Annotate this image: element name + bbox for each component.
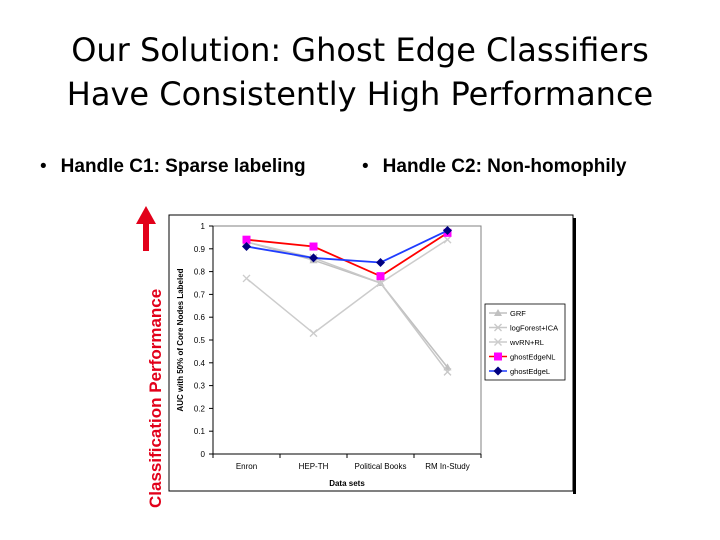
legend-entry: ghostEdgeL bbox=[510, 367, 550, 376]
x-tick-label: Political Books bbox=[354, 462, 406, 471]
y-axis-title: AUC with 50% of Core Nodes Labeled bbox=[176, 268, 185, 411]
slide-title-line-2: Have Consistently High Performance bbox=[66, 75, 654, 113]
legend-marker bbox=[493, 366, 503, 376]
bullet-item-c2: • Handle C2: Non-homophily bbox=[362, 156, 626, 178]
data-point-wvrn-rl bbox=[376, 279, 385, 287]
data-point-ghostedgenl bbox=[376, 272, 385, 281]
data-point-ghostedgenl bbox=[309, 242, 318, 251]
data-point-ghostedgel bbox=[309, 253, 318, 263]
bullet-item-c1: • Handle C1: Sparse labeling bbox=[40, 156, 306, 178]
bullet-text: Handle C2: Non-homophily bbox=[382, 156, 627, 177]
x-axis-title: Data sets bbox=[329, 479, 365, 488]
bullet-dot-icon: • bbox=[362, 156, 369, 177]
legend-entry: GRF bbox=[510, 309, 526, 318]
y-tick-label: 0.2 bbox=[194, 404, 206, 413]
y-tick-label: 0.8 bbox=[194, 268, 206, 277]
data-point-ghostedgel bbox=[376, 257, 385, 267]
legend-entry: wvRN+RL bbox=[509, 338, 544, 347]
legend-marker bbox=[494, 323, 502, 332]
series-line-ghostedgel bbox=[246, 229, 448, 264]
x-tick-label: HEP-TH bbox=[299, 462, 329, 471]
data-point-ghostedgenl bbox=[242, 235, 251, 244]
series-line-ghostedgenl bbox=[246, 232, 448, 278]
classification-performance-label: Classification Performance bbox=[146, 288, 165, 508]
y-tick-label: 0.4 bbox=[194, 359, 206, 368]
series-line-wvrn-rl bbox=[246, 239, 448, 335]
data-point-wvrn-rl bbox=[443, 235, 452, 244]
legend-entry: logForest+ICA bbox=[510, 324, 558, 333]
slide-title: Our Solution: Ghost Edge Classifiers Hav… bbox=[0, 28, 720, 116]
data-point-logforest-ica bbox=[443, 367, 452, 376]
bullet-text: Handle C1: Sparse labeling bbox=[60, 156, 306, 177]
chart-shadow bbox=[573, 218, 576, 494]
auc-line-chart: 0 0.1 0.2 0.3 0.4 0.5 0.6 0.7 0.8 0.9 1 Enron HEP-TH… bbox=[168, 214, 576, 494]
data-point-ghostedgel bbox=[443, 226, 452, 236]
data-point-ghostedgel bbox=[242, 242, 251, 252]
legend-marker bbox=[494, 309, 502, 316]
legend-entry: ghostEdgeNL bbox=[510, 353, 555, 362]
y-tick-label: 0.5 bbox=[194, 336, 206, 345]
up-arrow-icon bbox=[136, 206, 156, 251]
x-tick-label: RM In-Study bbox=[425, 462, 469, 471]
series-line-logforest-ica bbox=[246, 241, 449, 373]
data-point-wvrn-rl bbox=[242, 274, 251, 283]
slide-title-line-1: Our Solution: Ghost Edge Classifiers bbox=[71, 31, 649, 69]
y-tick-label: 0.7 bbox=[194, 290, 206, 299]
bullet-dot-icon: • bbox=[40, 156, 47, 177]
y-tick-label: 0.6 bbox=[194, 313, 206, 322]
data-point-wvrn-rl bbox=[309, 329, 318, 338]
legend-marker bbox=[494, 352, 502, 361]
y-tick-label: 0.1 bbox=[194, 427, 206, 436]
y-tick-label: 0.9 bbox=[194, 245, 206, 254]
y-tick-label: 1 bbox=[201, 222, 206, 231]
series-line-grf bbox=[246, 241, 449, 368]
x-tick-label: Enron bbox=[236, 462, 257, 471]
y-tick-label: 0 bbox=[201, 450, 206, 459]
legend-marker bbox=[494, 338, 502, 346]
y-tick-label: 0.3 bbox=[194, 382, 206, 391]
